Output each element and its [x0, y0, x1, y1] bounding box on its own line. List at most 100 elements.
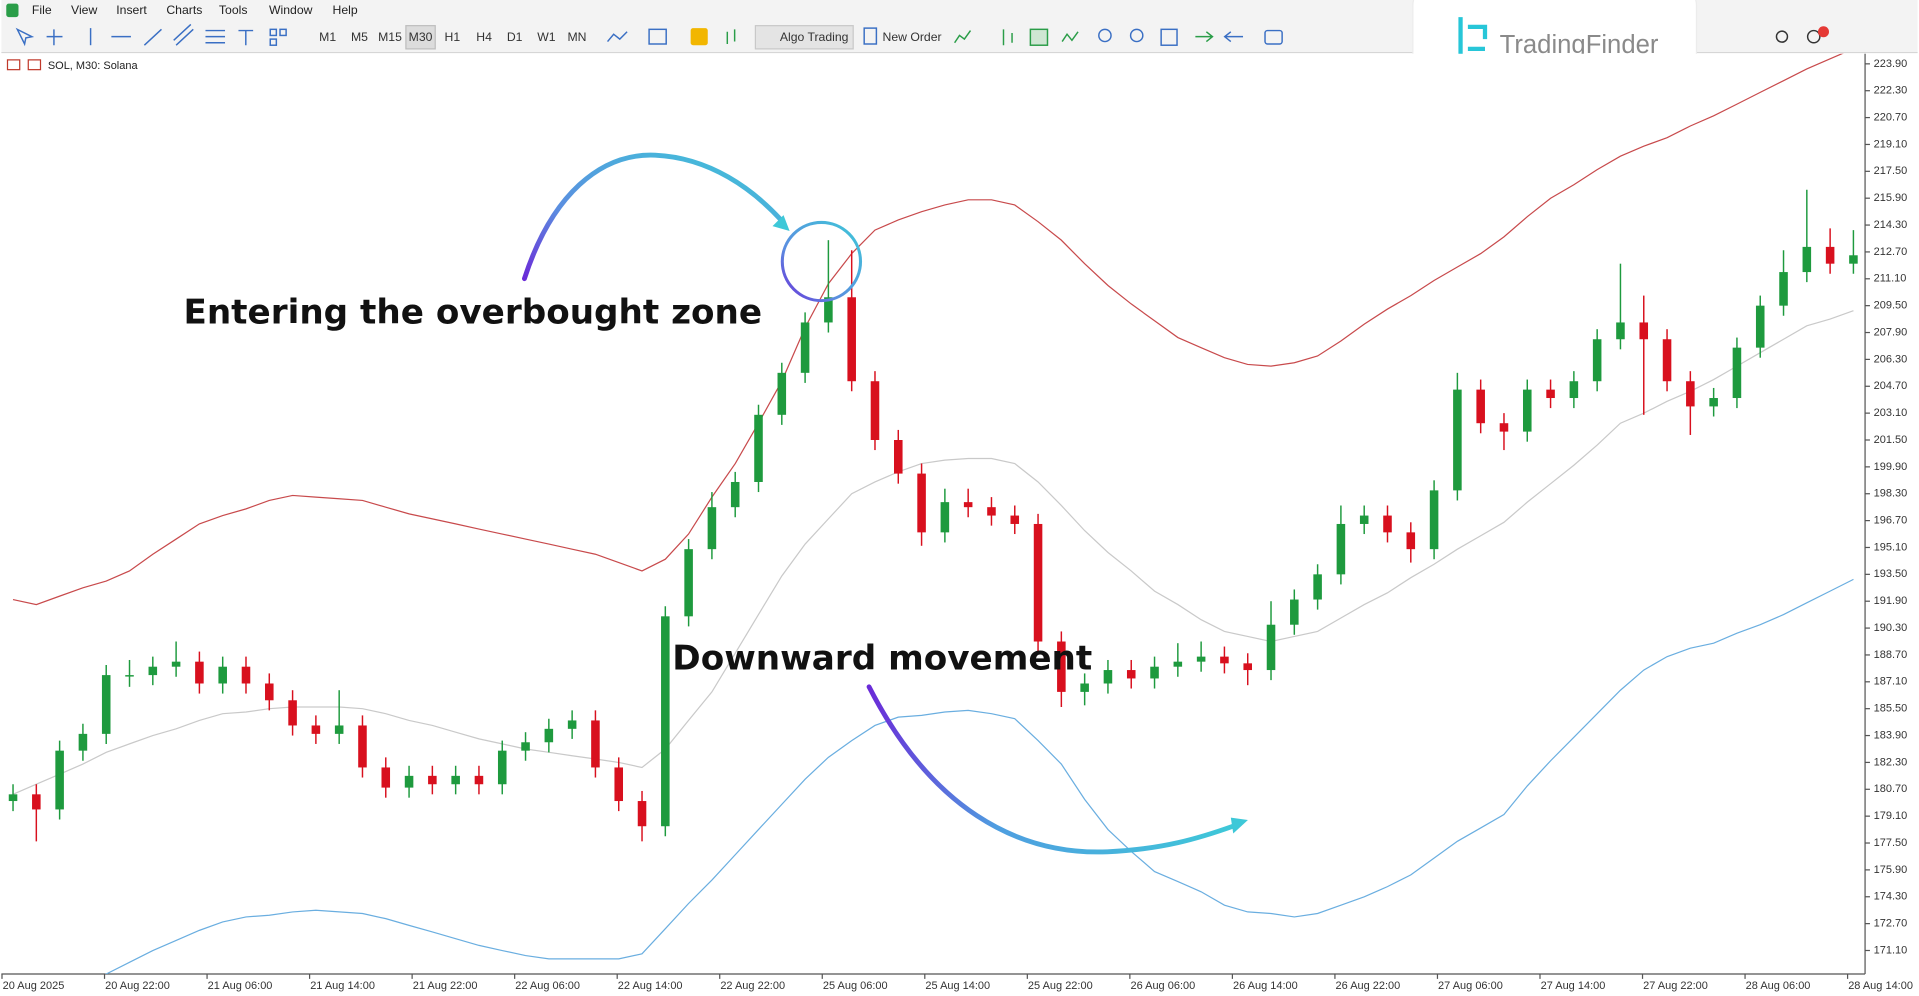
- x-tick-label: 21 Aug 22:00: [413, 980, 478, 992]
- symbol-icon: [27, 59, 42, 71]
- candle-body: [8, 794, 18, 802]
- candle-body: [987, 507, 996, 516]
- candle-body: [1499, 423, 1509, 432]
- y-tick-label: 201.50: [1874, 434, 1908, 446]
- timeframe-button[interactable]: M1: [319, 30, 336, 44]
- candle-body: [1476, 389, 1485, 424]
- timeframe-button[interactable]: M30: [409, 30, 433, 44]
- y-tick-label: 207.90: [1874, 326, 1908, 338]
- candle-body: [125, 675, 134, 677]
- text-icon: [238, 29, 254, 46]
- menu-item[interactable]: Insert: [116, 3, 147, 17]
- candle-body: [1243, 663, 1252, 671]
- band-line: [12, 310, 1854, 795]
- y-tick-label: 222.30: [1874, 85, 1908, 97]
- indicator-icon: [606, 31, 628, 43]
- candle-body: [614, 767, 624, 802]
- band-line: [104, 578, 1854, 975]
- menu-item[interactable]: View: [71, 3, 97, 17]
- y-tick-label: 179.10: [1874, 810, 1908, 822]
- menu-item[interactable]: Help: [333, 3, 358, 17]
- candle-body: [428, 775, 437, 785]
- signal-icon: [954, 30, 972, 44]
- candle-body: [1266, 624, 1276, 671]
- x-tick-label: 26 Aug 06:00: [1130, 980, 1195, 992]
- arrowhead: [1230, 817, 1248, 834]
- candle-body: [1406, 532, 1416, 550]
- y-tick-label: 172.70: [1874, 918, 1908, 930]
- candle-body: [497, 750, 507, 785]
- candle-body: [1569, 381, 1579, 399]
- y-tick-label: 219.10: [1874, 138, 1908, 150]
- candle-body: [940, 502, 950, 533]
- order-icon: [863, 27, 878, 45]
- annotation: Entering the overbought zone: [183, 293, 762, 333]
- shapes-icon: [269, 28, 278, 37]
- timeframe-button[interactable]: H4: [476, 30, 492, 44]
- timeframe-button[interactable]: M15: [378, 30, 402, 44]
- symbol-icon: [6, 59, 21, 71]
- candle-body: [241, 666, 251, 684]
- y-tick-label: 223.90: [1874, 58, 1908, 70]
- new-order-button[interactable]: New Order: [883, 30, 942, 44]
- algo-trading-button[interactable]: Algo Trading: [780, 30, 849, 44]
- candle-body: [1546, 389, 1555, 399]
- menu-item[interactable]: Charts: [166, 3, 202, 17]
- candle-body: [870, 381, 880, 440]
- x-tick-label: 26 Aug 22:00: [1336, 980, 1401, 992]
- timeframe-button[interactable]: MN: [567, 30, 586, 44]
- candle-icon: [1029, 28, 1049, 46]
- candle-body: [567, 720, 577, 729]
- shift-icon: [1195, 31, 1214, 43]
- menu-item[interactable]: Window: [269, 3, 313, 17]
- candle-body: [824, 297, 833, 323]
- timeframe-button[interactable]: D1: [507, 30, 523, 44]
- candle-body: [1173, 661, 1183, 667]
- y-tick-label: 174.30: [1874, 891, 1908, 903]
- candle-body: [1779, 272, 1788, 306]
- candle-body: [1313, 574, 1322, 600]
- candle-body: [1453, 389, 1462, 491]
- candle-body: [777, 372, 787, 415]
- candle-body: [101, 675, 111, 734]
- y-tick-label: 217.50: [1874, 165, 1908, 177]
- candle-body: [78, 733, 88, 751]
- y-tick-label: 204.70: [1874, 380, 1908, 392]
- band-line: [12, 53, 1844, 606]
- menu-item[interactable]: Tools: [219, 3, 248, 17]
- trend-icon: [143, 28, 162, 46]
- timeframe-button[interactable]: M5: [351, 30, 368, 44]
- candle-body: [32, 794, 41, 810]
- annotation: Downward movement: [672, 638, 1092, 678]
- candle-body: [218, 666, 227, 684]
- candle-body: [521, 742, 530, 751]
- timeframe-button[interactable]: W1: [537, 30, 556, 44]
- candle-body: [474, 775, 484, 785]
- y-tick-label: 193.50: [1874, 568, 1908, 580]
- shapes-icon: [269, 38, 278, 46]
- timeframe-button[interactable]: H1: [445, 30, 461, 44]
- candle-body: [288, 700, 297, 726]
- zoom-in-icon: [1098, 28, 1112, 43]
- candle-body: [171, 661, 181, 667]
- toolbar-icons: [15, 23, 1830, 47]
- candle-body: [451, 775, 460, 785]
- algo-trading-bg: [754, 25, 854, 50]
- notification-badge: [1818, 26, 1830, 38]
- x-tick-label: 22 Aug 06:00: [515, 980, 580, 992]
- menu-item[interactable]: File: [32, 3, 52, 17]
- y-tick-label: 206.30: [1874, 353, 1908, 365]
- x-tick-label: 25 Aug 22:00: [1028, 980, 1093, 992]
- x-tick-label: 22 Aug 22:00: [720, 980, 785, 992]
- x-tick-label: 25 Aug 06:00: [823, 980, 888, 992]
- y-tick-label: 211.10: [1874, 273, 1907, 285]
- autoscroll-icon: [1223, 31, 1244, 43]
- candle-body: [1220, 656, 1229, 664]
- arrow-down: [866, 684, 1236, 855]
- candle-body: [1080, 683, 1089, 692]
- y-tick-label: 171.10: [1874, 944, 1908, 956]
- template-icon: [648, 28, 667, 45]
- x-tick-label: 20 Aug 22:00: [105, 980, 170, 992]
- candle-body: [1662, 339, 1672, 382]
- candle-body: [1616, 322, 1625, 340]
